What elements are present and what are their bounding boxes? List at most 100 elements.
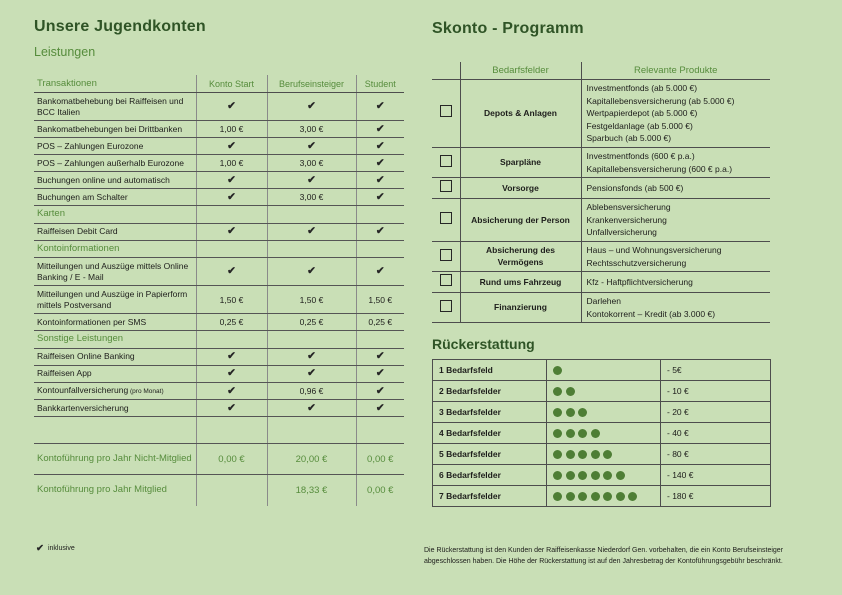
refund-row-label: 4 Bedarfsfelder [432, 422, 547, 445]
table-row: Bankomatbehebung bei Raiffeisen und BCC … [34, 92, 404, 122]
check-icon: ✔ [195, 365, 267, 383]
cell-value [266, 330, 356, 349]
cell-value: 3,00 € [266, 188, 356, 207]
produkt-line: Kontokorrent – Kredit (ab 3.000 €) [586, 308, 716, 319]
dot-icon [615, 491, 625, 501]
dot-icon [615, 470, 625, 480]
row-label: Kontoinformationen per SMS [34, 313, 196, 332]
check-icon: ✔ [355, 171, 404, 190]
row-label: Karten [34, 205, 196, 224]
produkte-cell: Haus – und Wohnungsversicherung Rechtssch… [580, 241, 770, 273]
cell-value: 0,25 € [355, 313, 404, 332]
checkbox[interactable] [439, 154, 452, 167]
cell-value: 0,00 € [355, 443, 404, 476]
refund-amount: - 80 € [660, 443, 771, 466]
checkbox[interactable] [439, 248, 452, 261]
leistungen-table: Transaktionen Konto Start Berufseinsteig… [34, 75, 404, 506]
dot-icon [553, 365, 562, 375]
refund-row-label: 5 Bedarfsfelder [432, 443, 547, 466]
table-row: Vorsorge Pensionsfonds (ab 500 €) [432, 177, 770, 200]
dot-icon [553, 386, 562, 396]
dots-cell [546, 359, 661, 382]
table-row: Buchungen online und automatisch ✔ ✔ ✔ [34, 171, 404, 190]
checkbox-cell [432, 241, 460, 273]
legend-label: inklusive [47, 545, 75, 552]
dots-cell [546, 443, 661, 466]
row-label: Bankomatbehebungen bei Drittbanken [34, 120, 196, 139]
refund-amount: - 140 € [660, 464, 771, 487]
cell-value: 1,00 € [195, 154, 267, 173]
row-label: Mitteilungen und Auszüge in Papierform m… [34, 285, 196, 315]
footnote-text: Die Rückerstattung ist den Kunden der Ra… [424, 547, 784, 565]
check-icon: ✔ [195, 399, 267, 418]
table-row: Raiffeisen App ✔ ✔ ✔ [34, 365, 404, 383]
check-icon: ✔ [355, 223, 404, 241]
row-label: Kontoführung pro Jahr Mitglied [37, 484, 167, 496]
check-icon: ✔ [195, 171, 267, 190]
checkbox[interactable] [439, 212, 452, 225]
dot-icon [628, 491, 637, 501]
check-icon: ✔ [355, 399, 404, 418]
check-icon: ✔ [195, 223, 267, 241]
check-icon: ✔ [355, 154, 404, 173]
bedarfsfeld-label: Sparpläne [459, 147, 581, 179]
check-icon: ✔ [36, 543, 44, 554]
row-label: Bankkartenversicherung [34, 399, 196, 418]
row-label: Bankomatbehebung bei Raiffeisen und BCC … [34, 92, 196, 122]
section-row: Kontoinformationen [34, 240, 404, 259]
refund-row-label: 7 Bedarfsfelder [432, 485, 547, 508]
cell-value [266, 205, 356, 224]
table-row: POS – Zahlungen Eurozone ✔ ✔ ✔ [34, 137, 404, 156]
check-icon: ✔ [195, 257, 267, 287]
table-row: Bankomatbehebungen bei Drittbanken 1,00 €… [34, 120, 404, 139]
refund-amount: - 5€ [660, 359, 771, 382]
checkbox[interactable] [439, 105, 452, 118]
table-row: Depots & Anlagen Investmentfonds (ab 5.00… [432, 79, 770, 148]
cell-value: 1,50 € [355, 285, 404, 315]
checkbox[interactable] [439, 274, 452, 287]
produkte-cell: Pensionsfonds (ab 500 €) [580, 177, 770, 200]
checkbox-cell [432, 79, 460, 148]
rueckerstattung-table-body: 1 Bedarfsfeld - 5€ 2 Bedarfsfelder - 10 €3 … [432, 359, 771, 508]
cell-value [355, 330, 404, 349]
refund-row-label: 6 Bedarfsfelder [432, 464, 547, 487]
row-note: (pro Monat) [128, 388, 164, 396]
check-icon: ✔ [355, 348, 404, 366]
dot-icon [590, 449, 600, 459]
dot-icon [590, 491, 600, 501]
checkbox[interactable] [439, 180, 452, 193]
dots-cell [546, 464, 661, 487]
row-label: Kontoinformationen [34, 240, 196, 259]
dot-icon [578, 449, 587, 459]
checkbox-cell [432, 198, 460, 242]
checkbox[interactable] [439, 299, 452, 312]
refund-amount: - 180 € [660, 485, 771, 508]
table-row: Finanzierung Darlehen Kontokorrent – Kredi… [432, 292, 770, 324]
dot-icon [578, 428, 587, 438]
check-icon: ✔ [266, 348, 356, 366]
page-title: Unsere Jugendkonten [34, 18, 206, 35]
table-row: Buchungen am Schalter ✔ 3,00 € ✔ [34, 188, 404, 207]
dot-icon [603, 491, 612, 501]
cell-value: 0,25 € [266, 313, 356, 332]
leistungen-subtitle: Leistungen [34, 45, 96, 59]
refund-row-label: 1 Bedarfsfeld [432, 359, 547, 382]
cell-value: 1,50 € [195, 285, 267, 315]
row-label: Buchungen online und automatisch [34, 171, 196, 190]
row-label: Raiffeisen Online Banking [34, 348, 196, 366]
dot-icon [553, 428, 562, 438]
check-icon: ✔ [355, 188, 404, 207]
produkt-line: Rechtsschutzversicherung [586, 257, 687, 268]
table-row: POS – Zahlungen außerhalb Eurozone 1,00 €… [34, 154, 404, 173]
column-header-konto-start: Konto Start [195, 75, 267, 93]
cell-value [195, 205, 267, 224]
check-icon: ✔ [266, 171, 356, 190]
row-label: Mitteilungen und Auszüge mittels Online … [34, 257, 196, 287]
cell-value [195, 240, 267, 259]
refund-amount: - 20 € [660, 401, 771, 424]
table-row: 4 Bedarfsfelder - 40 € [432, 422, 771, 445]
produkte-cell: Investmentfonds (600 € p.a.) Kapitalleben… [580, 147, 770, 179]
table-row: Rund ums Fahrzeug Kfz - Haftpflichtversic… [432, 271, 770, 294]
cell-value: 3,00 € [266, 154, 356, 173]
dot-icon [553, 491, 562, 501]
